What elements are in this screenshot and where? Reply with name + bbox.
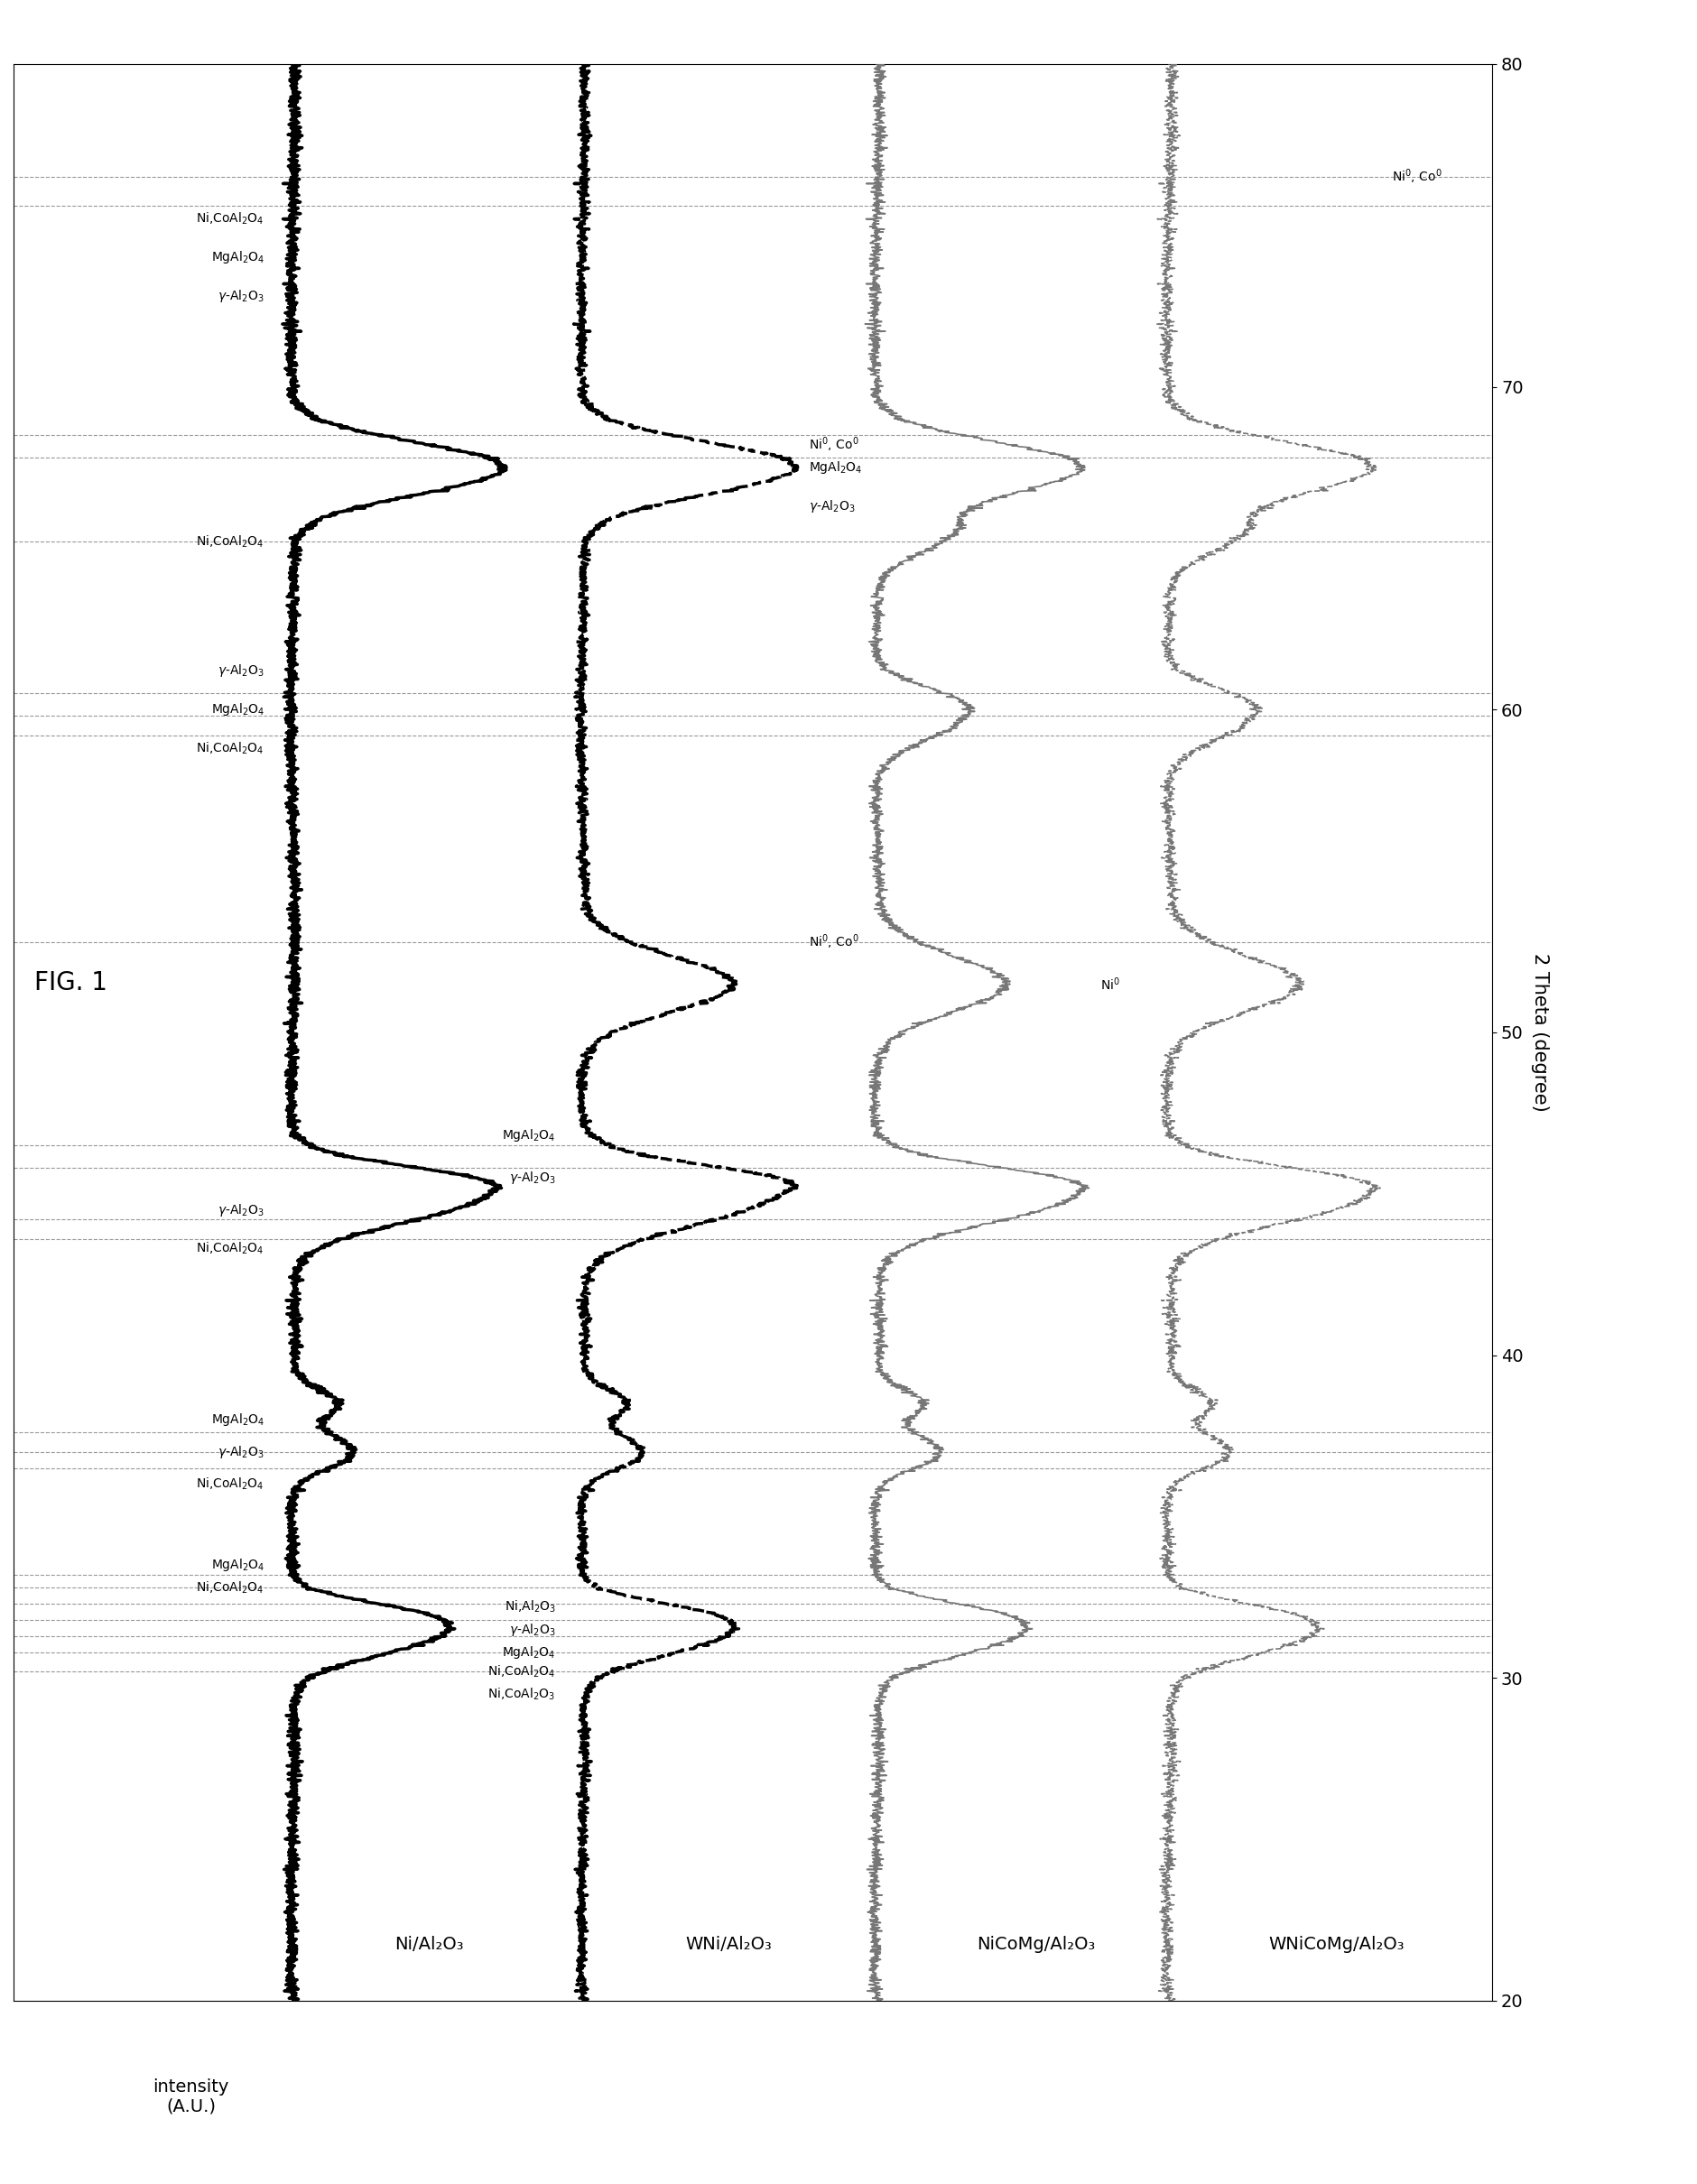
- Text: MgAl$_2$O$_4$: MgAl$_2$O$_4$: [210, 701, 265, 719]
- Text: Ni,CoAl$_2$O$_3$: Ni,CoAl$_2$O$_3$: [487, 1686, 555, 1701]
- Text: $\gamma$-Al$_2$O$_3$: $\gamma$-Al$_2$O$_3$: [217, 662, 265, 679]
- Text: Ni,CoAl$_2$O$_4$: Ni,CoAl$_2$O$_4$: [197, 1476, 265, 1492]
- Text: Ni$^0$, Co$^0$: Ni$^0$, Co$^0$: [1392, 168, 1441, 186]
- X-axis label: intensity
(A.U.): intensity (A.U.): [153, 2079, 229, 2114]
- Text: Ni,CoAl$_2$O$_4$: Ni,CoAl$_2$O$_4$: [197, 1579, 265, 1594]
- Text: Ni,CoAl$_2$O$_4$: Ni,CoAl$_2$O$_4$: [197, 533, 265, 550]
- Text: MgAl$_2$O$_4$: MgAl$_2$O$_4$: [808, 459, 862, 476]
- Text: Ni/Al₂O₃: Ni/Al₂O₃: [394, 1937, 463, 1952]
- Text: $\gamma$-Al$_2$O$_3$: $\gamma$-Al$_2$O$_3$: [509, 1168, 555, 1186]
- Text: MgAl$_2$O$_4$: MgAl$_2$O$_4$: [210, 1411, 265, 1428]
- Text: $\gamma$-Al$_2$O$_3$: $\gamma$-Al$_2$O$_3$: [217, 1444, 265, 1461]
- Text: Ni$^0$, Co$^0$: Ni$^0$, Co$^0$: [808, 933, 859, 952]
- Text: MgAl$_2$O$_4$: MgAl$_2$O$_4$: [210, 1557, 265, 1572]
- Text: $\gamma$-Al$_2$O$_3$: $\gamma$-Al$_2$O$_3$: [808, 498, 855, 513]
- Text: MgAl$_2$O$_4$: MgAl$_2$O$_4$: [502, 1645, 555, 1660]
- Text: Ni$^0$: Ni$^0$: [1100, 976, 1120, 992]
- Text: NiCoMg/Al₂O₃: NiCoMg/Al₂O₃: [976, 1937, 1095, 1952]
- Text: Ni,CoAl$_2$O$_4$: Ni,CoAl$_2$O$_4$: [197, 1241, 265, 1256]
- Text: WNi/Al₂O₃: WNi/Al₂O₃: [686, 1937, 772, 1952]
- Text: FIG. 1: FIG. 1: [34, 970, 107, 996]
- Y-axis label: 2 Theta (degree): 2 Theta (degree): [1529, 952, 1548, 1112]
- Text: $\gamma$-Al$_2$O$_3$: $\gamma$-Al$_2$O$_3$: [509, 1621, 555, 1638]
- Text: Ni,Al$_2$O$_3$: Ni,Al$_2$O$_3$: [504, 1599, 555, 1614]
- Text: Ni$^0$, Co$^0$: Ni$^0$, Co$^0$: [808, 435, 859, 454]
- Text: MgAl$_2$O$_4$: MgAl$_2$O$_4$: [210, 249, 265, 266]
- Text: Ni,CoAl$_2$O$_4$: Ni,CoAl$_2$O$_4$: [487, 1664, 555, 1679]
- Text: Ni,CoAl$_2$O$_4$: Ni,CoAl$_2$O$_4$: [197, 212, 265, 227]
- Text: MgAl$_2$O$_4$: MgAl$_2$O$_4$: [502, 1127, 555, 1144]
- Text: WNiCoMg/Al₂O₃: WNiCoMg/Al₂O₃: [1268, 1937, 1403, 1952]
- Text: $\gamma$-Al$_2$O$_3$: $\gamma$-Al$_2$O$_3$: [217, 1201, 265, 1219]
- Text: Ni,CoAl$_2$O$_4$: Ni,CoAl$_2$O$_4$: [197, 740, 265, 756]
- Text: $\gamma$-Al$_2$O$_3$: $\gamma$-Al$_2$O$_3$: [217, 288, 265, 304]
